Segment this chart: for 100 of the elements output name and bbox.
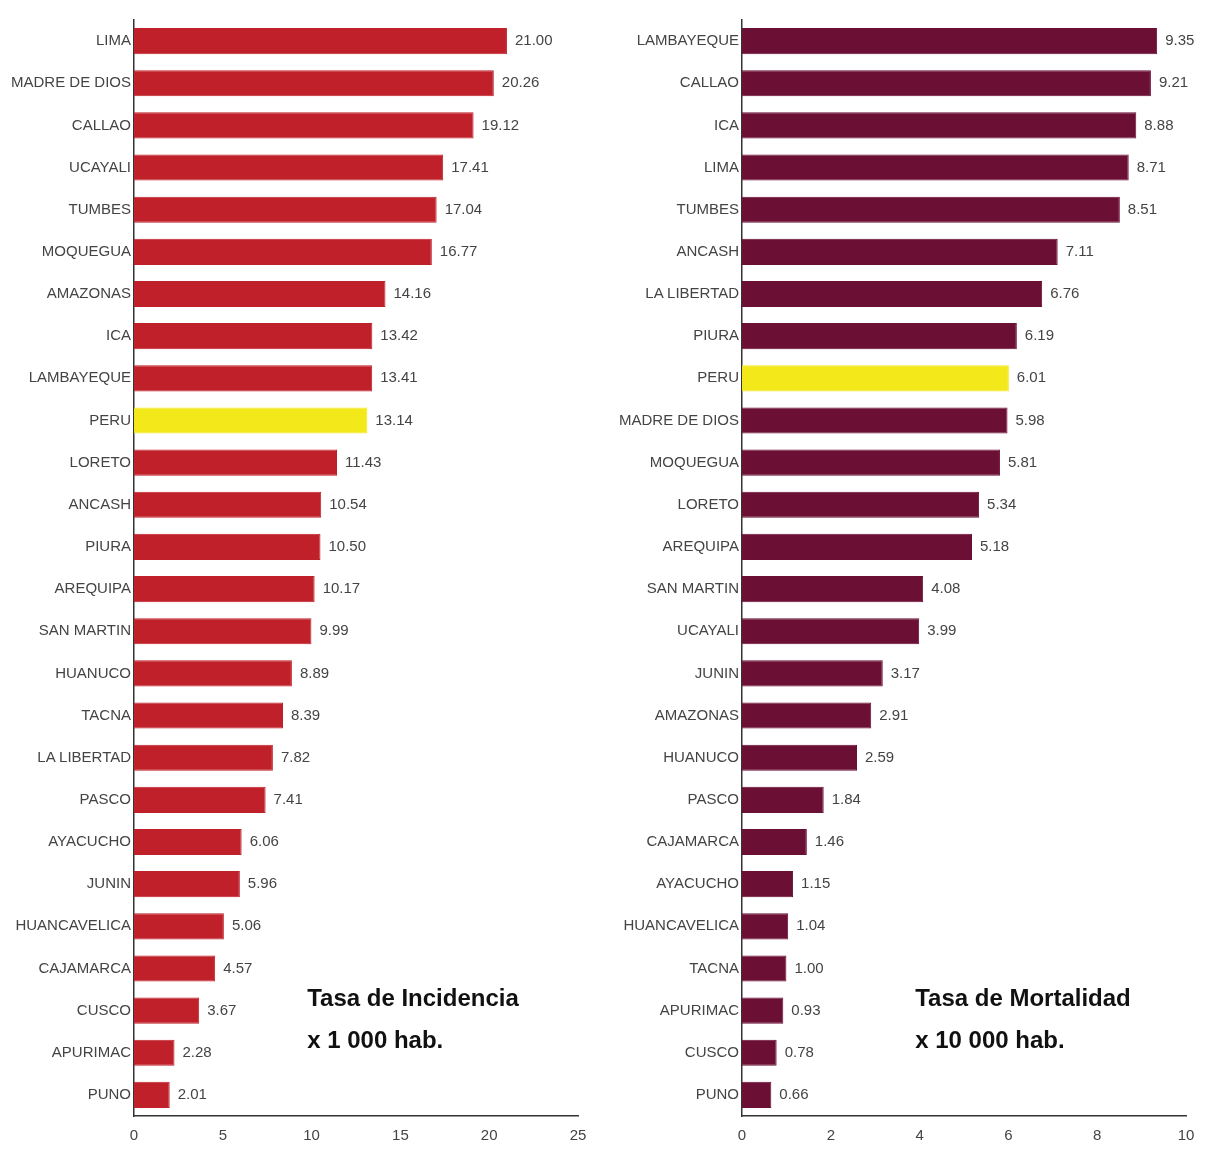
bar	[134, 323, 373, 350]
y-tick-label: HUANCAVELICA	[15, 916, 132, 934]
bar	[134, 154, 444, 181]
data-label: 5.81	[1007, 452, 1038, 470]
bar	[742, 828, 807, 856]
y-tick-label: MADRE DE DIOS	[11, 73, 132, 91]
x-tick-label: 2	[826, 1126, 835, 1144]
data-label: 1.46	[814, 832, 845, 850]
bar	[134, 196, 437, 223]
x-tick-label: 8	[1093, 1126, 1102, 1144]
bar	[134, 365, 373, 392]
bar	[742, 154, 1129, 181]
data-label: 8.71	[1136, 157, 1166, 175]
data-label: 1.04	[796, 916, 826, 934]
data-label: 17.41	[451, 157, 489, 175]
y-tick-label: MOQUEGUA	[41, 241, 132, 259]
bar	[134, 828, 242, 856]
data-label: 10.50	[328, 537, 367, 555]
data-label: 2.91	[879, 705, 909, 723]
bar	[742, 28, 1158, 55]
bar	[134, 997, 200, 1024]
y-tick-label: HUANUCO	[663, 747, 740, 765]
annotation: x 1 000 hab.	[307, 1026, 444, 1053]
bar	[742, 660, 883, 687]
y-tick-label: CAJAMARCA	[38, 958, 132, 976]
y-tick-label: MOQUEGUA	[649, 452, 740, 470]
bar	[134, 70, 494, 97]
bar	[134, 28, 507, 55]
y-tick-label: AYACUCHO	[48, 832, 132, 850]
y-tick-label: TUMBES	[676, 199, 740, 217]
bar	[742, 533, 972, 560]
x-tick-label: 15	[392, 1126, 409, 1144]
bar	[134, 112, 474, 139]
bar	[134, 407, 368, 434]
data-label: 6.19	[1024, 326, 1055, 344]
y-tick-label: PIURA	[693, 326, 740, 344]
bar	[134, 913, 224, 940]
y-tick-label: CUSCO	[684, 1042, 740, 1060]
y-tick-label: TACNA	[81, 705, 132, 723]
y-tick-label: UCAYALI	[677, 621, 740, 639]
data-label: 2.59	[865, 747, 895, 765]
y-tick-label: LORETO	[69, 452, 132, 470]
x-tick-label: 5	[218, 1126, 227, 1144]
data-label: 0.78	[784, 1042, 814, 1060]
bar	[134, 1039, 175, 1066]
bar	[134, 491, 322, 518]
data-label: 4.57	[223, 958, 253, 976]
y-tick-label: AMAZONAS	[46, 284, 132, 302]
data-label: 20.26	[501, 73, 540, 91]
y-tick-label: APURIMAC	[51, 1042, 132, 1060]
bar	[134, 660, 292, 687]
bar	[134, 618, 312, 645]
data-label: 7.11	[1065, 241, 1094, 259]
y-tick-label: PASCO	[79, 789, 132, 807]
data-label: 5.34	[987, 494, 1017, 512]
data-label: 5.98	[1015, 410, 1045, 428]
bar	[742, 70, 1151, 97]
data-label: 3.17	[890, 663, 920, 681]
data-label: 16.77	[439, 241, 478, 259]
y-tick-label: PUNO	[695, 1085, 740, 1103]
bar	[742, 491, 980, 518]
y-tick-label: SAN MARTIN	[646, 579, 740, 597]
y-tick-label: LA LIBERTAD	[37, 747, 132, 765]
y-tick-label: LAMBAYEQUE	[28, 368, 132, 386]
bar	[742, 365, 1009, 392]
y-tick-label: AREQUIPA	[662, 537, 740, 555]
bar	[134, 280, 386, 308]
data-label: 9.35	[1165, 31, 1195, 49]
bar	[134, 871, 240, 898]
data-label: 6.01	[1016, 368, 1047, 386]
y-tick-label: HUANCAVELICA	[623, 916, 740, 934]
y-tick-label: ICA	[106, 326, 132, 344]
data-label: 11.43	[345, 452, 382, 470]
y-tick-label: JUNIN	[694, 663, 740, 681]
x-tick-label: 6	[1004, 1126, 1013, 1144]
y-tick-label: PASCO	[687, 789, 740, 807]
y-tick-label: PIURA	[85, 537, 132, 555]
data-label: 13.14	[375, 410, 413, 428]
bar	[742, 997, 784, 1024]
data-label: 9.99	[319, 621, 349, 639]
data-label: 13.41	[380, 368, 418, 386]
bar	[742, 449, 1000, 476]
data-label: 8.88	[1144, 115, 1174, 133]
data-label: 3.99	[927, 621, 957, 639]
data-label: 21.00	[514, 31, 553, 49]
x-tick-label: 0	[737, 1126, 747, 1144]
y-tick-label: LAMBAYEQUE	[636, 31, 740, 49]
bar	[742, 323, 1017, 350]
y-tick-label: ICA	[714, 115, 740, 133]
bar	[134, 1081, 170, 1108]
y-tick-label: TACNA	[689, 958, 740, 976]
x-tick-label: 10	[1177, 1126, 1195, 1144]
bar	[134, 576, 315, 603]
bar	[742, 871, 794, 898]
bar	[134, 533, 321, 560]
bar	[742, 576, 924, 603]
bar	[742, 1039, 777, 1066]
data-label: 17.04	[444, 199, 483, 217]
bar	[742, 196, 1120, 223]
y-tick-label: LA LIBERTAD	[645, 284, 740, 302]
